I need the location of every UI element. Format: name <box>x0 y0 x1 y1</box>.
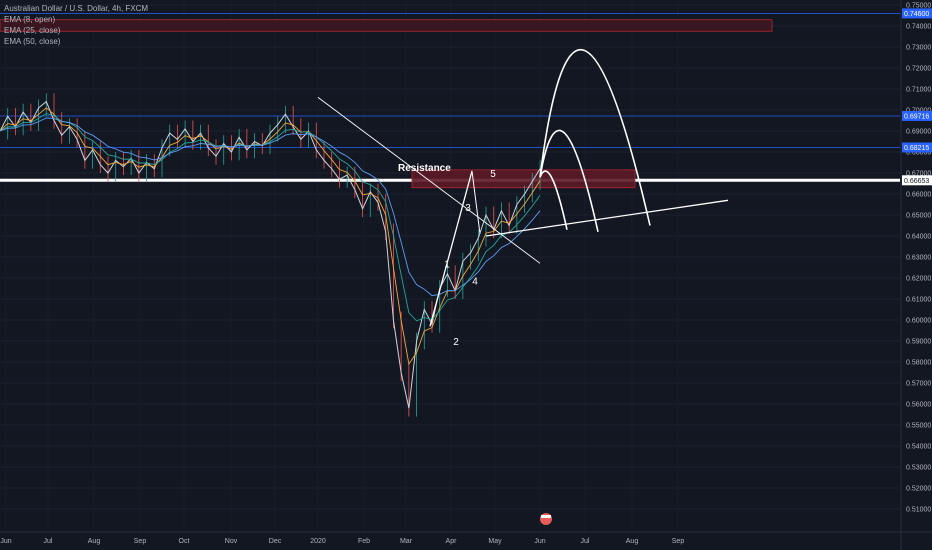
price-grid <box>0 4 900 510</box>
price-tick-label: 0.64000 <box>906 234 931 241</box>
wave-label: 5 <box>490 169 496 180</box>
price-tick-label: 0.52000 <box>906 486 931 493</box>
projection-arc[interactable] <box>539 48 651 226</box>
price-tick-label: 0.51000 <box>906 507 931 514</box>
rising-trendline[interactable] <box>485 199 729 237</box>
resistance-label: Resistance <box>398 163 451 174</box>
resistance-box[interactable] <box>411 169 636 189</box>
price-badge-label: 0.68215 <box>904 145 929 152</box>
projection-arc[interactable] <box>539 129 599 232</box>
resistance-zone: Resistance <box>398 163 636 189</box>
indicator-ema-50[interactable]: EMA (50, close) <box>4 37 61 46</box>
time-tick-label: Sep <box>134 538 147 545</box>
price-series <box>0 93 541 417</box>
time-tick-label: Jun <box>534 538 545 545</box>
impulse-line[interactable] <box>429 170 473 327</box>
time-tick-label: Jun <box>0 538 11 545</box>
price-tick-label: 0.71000 <box>906 87 931 94</box>
price-tick-label: 0.62000 <box>906 276 931 283</box>
event-flag-icon[interactable] <box>540 513 552 525</box>
trend-drawings <box>317 48 729 327</box>
time-tick-label: Aug <box>88 538 101 545</box>
wave-label: 4 <box>472 276 478 287</box>
downtrend-line[interactable] <box>317 97 541 264</box>
time-tick-label: Dec <box>269 538 282 545</box>
chart-legend: Australian Dollar / U.S. Dollar, 4h, FXC… <box>4 3 148 47</box>
price-tick-label: 0.66000 <box>906 192 931 199</box>
price-tick-label: 0.57000 <box>906 381 931 388</box>
impulse-line[interactable] <box>471 170 481 234</box>
price-tick-label: 0.61000 <box>906 297 931 304</box>
target-zone[interactable] <box>0 19 773 32</box>
time-tick-label: Apr <box>446 538 458 545</box>
price-tick-label: 0.53000 <box>906 465 931 472</box>
symbol-title: Australian Dollar / U.S. Dollar, 4h, FXC… <box>4 4 149 13</box>
price-tick-label: 0.73000 <box>906 45 931 52</box>
price-tick-label: 0.65000 <box>906 213 931 220</box>
price-badge <box>902 175 932 186</box>
price-tick-label: 0.56000 <box>906 402 931 409</box>
price-tick-label: 0.55000 <box>906 423 931 430</box>
price-tick-label: 0.54000 <box>906 444 931 451</box>
price-tick-label: 0.75000 <box>906 3 931 10</box>
price-tick-label: 0.58000 <box>906 360 931 367</box>
wave-labels: 1 2 3 4 5 <box>444 169 496 348</box>
ema-line <box>0 113 541 322</box>
time-tick-label: Jul <box>581 538 590 545</box>
time-tick-label: Jul <box>44 538 53 545</box>
price-tick-label: 0.59000 <box>906 339 931 346</box>
price-tick-label: 0.60000 <box>906 318 931 325</box>
price-badge-label: 0.66653 <box>904 178 929 185</box>
wave-label: 3 <box>465 203 471 214</box>
time-tick-label: Feb <box>358 538 370 545</box>
ema-line <box>0 117 541 297</box>
time-tick-label: Aug <box>626 538 639 545</box>
wave-label: 1 <box>444 260 450 271</box>
price-tick-label: 0.63000 <box>906 255 931 262</box>
price-badge <box>902 110 932 121</box>
time-tick-label: Sep <box>672 538 685 545</box>
price-tick-label: 0.74000 <box>906 24 931 31</box>
time-tick-label: Nov <box>225 538 238 545</box>
wave-label: 2 <box>453 337 459 348</box>
time-tick-label: 2020 <box>310 538 326 545</box>
price-badge-label: 0.69716 <box>904 113 929 120</box>
price-tick-label: 0.69000 <box>906 129 931 136</box>
time-axis: Jun Jul Aug Sep Oct Nov Dec 2020 Feb Mar Apr May Jun… <box>0 538 684 545</box>
price-line <box>0 100 541 409</box>
price-tick-label: 0.72000 <box>906 66 931 73</box>
price-tick-label: 0.67000 <box>906 171 931 178</box>
price-tick-label: 0.68000 <box>906 150 931 157</box>
projection-arc[interactable] <box>539 170 568 230</box>
price-badge <box>902 142 932 153</box>
indicator-ema-25[interactable]: EMA (25, close) <box>4 26 61 35</box>
price-badge-label: 0.74600 <box>904 11 929 18</box>
time-tick-label: Oct <box>179 538 190 545</box>
time-tick-label: May <box>488 538 502 545</box>
time-tick-label: Mar <box>400 538 413 545</box>
price-badge <box>902 8 932 19</box>
indicator-ema-8[interactable]: EMA (8, open) <box>4 15 56 24</box>
price-badges: 0.74600 0.69716 0.68215 0.66653 <box>902 8 932 186</box>
